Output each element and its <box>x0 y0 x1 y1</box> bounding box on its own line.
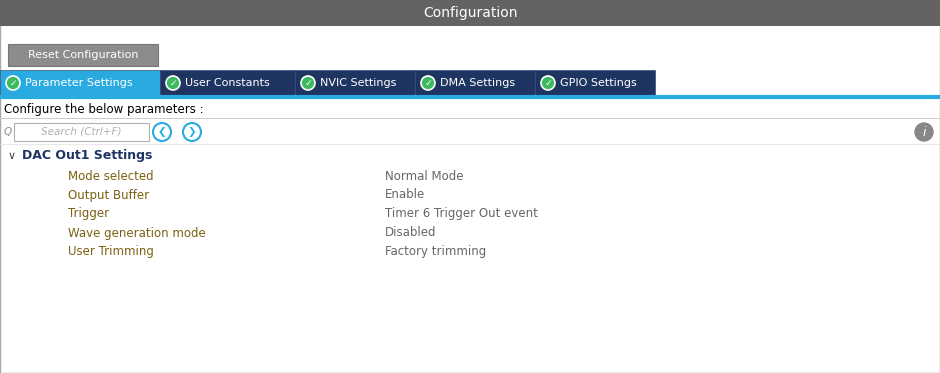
Text: DAC Out1 Settings: DAC Out1 Settings <box>22 150 152 163</box>
Circle shape <box>6 76 20 90</box>
FancyBboxPatch shape <box>8 44 158 66</box>
FancyBboxPatch shape <box>14 123 149 141</box>
Text: Timer 6 Trigger Out event: Timer 6 Trigger Out event <box>385 207 538 220</box>
Text: ❯: ❯ <box>188 127 196 137</box>
Text: Output Buffer: Output Buffer <box>68 188 149 201</box>
Text: User Trimming: User Trimming <box>68 245 154 258</box>
Text: ✓: ✓ <box>544 78 552 88</box>
Circle shape <box>541 76 555 90</box>
FancyBboxPatch shape <box>160 70 295 96</box>
Text: Reset Configuration: Reset Configuration <box>28 50 138 60</box>
Text: ✓: ✓ <box>305 78 312 88</box>
Text: Wave generation mode: Wave generation mode <box>68 226 206 239</box>
Text: ❮: ❮ <box>158 127 166 137</box>
Text: Configure the below parameters :: Configure the below parameters : <box>4 103 204 116</box>
Text: Mode selected: Mode selected <box>68 169 153 182</box>
Text: User Constants: User Constants <box>185 78 270 88</box>
Text: ∨: ∨ <box>8 151 16 161</box>
Text: ✓: ✓ <box>424 78 431 88</box>
Text: DMA Settings: DMA Settings <box>440 78 515 88</box>
Text: Configuration: Configuration <box>423 6 517 20</box>
Text: GPIO Settings: GPIO Settings <box>560 78 636 88</box>
Text: i: i <box>922 125 926 138</box>
FancyBboxPatch shape <box>535 70 655 96</box>
Text: Parameter Settings: Parameter Settings <box>25 78 133 88</box>
Circle shape <box>153 123 171 141</box>
Circle shape <box>183 123 201 141</box>
Text: Search (Ctrl+F): Search (Ctrl+F) <box>40 127 121 137</box>
Text: Trigger: Trigger <box>68 207 109 220</box>
Circle shape <box>301 76 315 90</box>
FancyBboxPatch shape <box>295 70 415 96</box>
Text: Disabled: Disabled <box>385 226 436 239</box>
FancyBboxPatch shape <box>0 0 940 26</box>
Text: Enable: Enable <box>385 188 425 201</box>
FancyBboxPatch shape <box>0 70 160 96</box>
Circle shape <box>915 123 933 141</box>
Text: NVIC Settings: NVIC Settings <box>320 78 397 88</box>
Text: Factory trimming: Factory trimming <box>385 245 486 258</box>
Circle shape <box>166 76 180 90</box>
Text: Q: Q <box>4 127 12 137</box>
Text: ✓: ✓ <box>9 78 17 88</box>
Circle shape <box>421 76 435 90</box>
Text: Normal Mode: Normal Mode <box>385 169 463 182</box>
Text: ✓: ✓ <box>169 78 177 88</box>
FancyBboxPatch shape <box>415 70 535 96</box>
